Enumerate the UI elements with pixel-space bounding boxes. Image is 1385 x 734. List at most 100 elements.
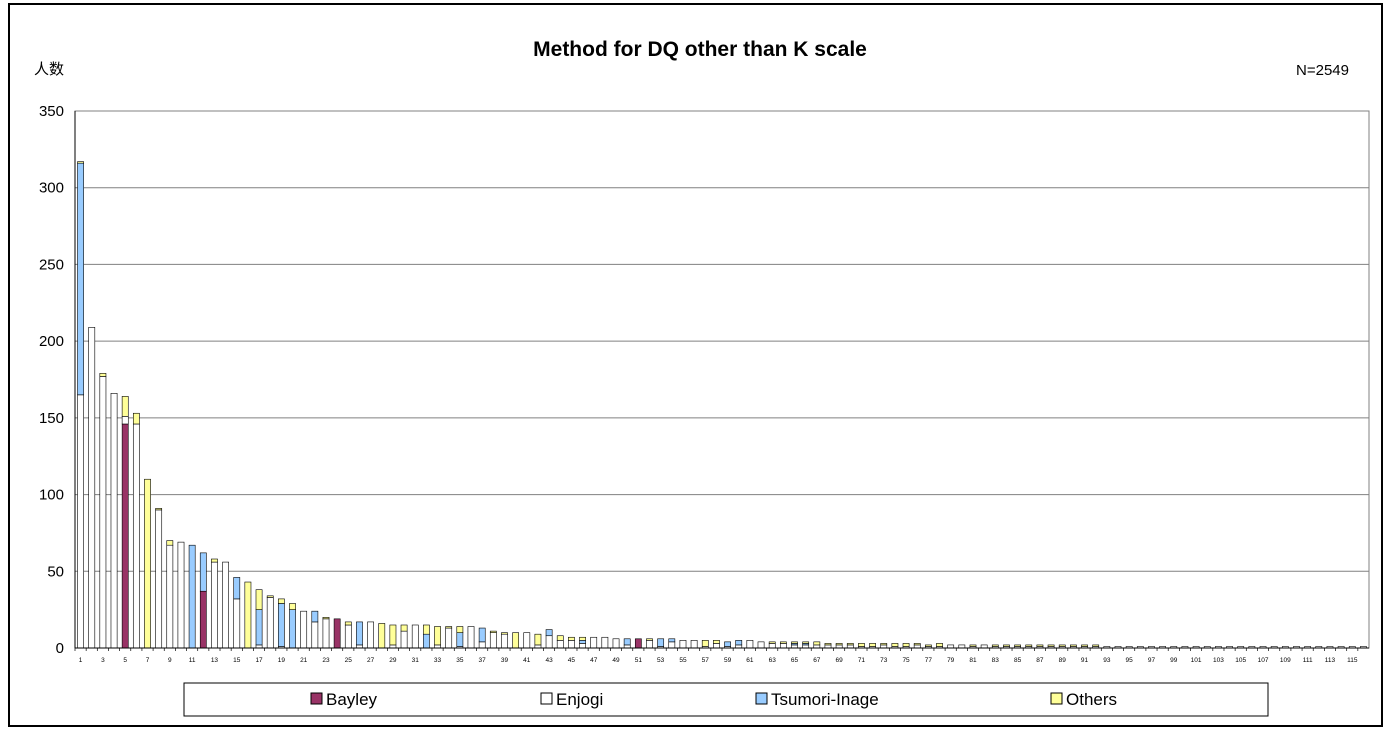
- bar-segment-enjogi: [233, 598, 241, 649]
- bar-segment-tsumori-inage: [311, 610, 319, 623]
- bar-segment-others: [880, 643, 888, 646]
- bar-segment-enjogi: [166, 544, 174, 649]
- x-tick-label: 89: [1059, 657, 1067, 664]
- bar-segment-others: [378, 623, 386, 649]
- x-tick-label: 65: [791, 657, 799, 664]
- x-tick-label: 81: [969, 657, 977, 664]
- bar-segment-enjogi: [545, 635, 553, 649]
- bar-segment-tsumori-inage: [423, 633, 430, 649]
- bar-segment-enjogi: [222, 561, 229, 649]
- x-tick-label: 51: [635, 657, 643, 664]
- x-tick-label: 43: [545, 657, 553, 664]
- bar-segment-enjogi: [400, 630, 408, 649]
- bar-segment-others: [1025, 644, 1033, 647]
- x-tick-label: 13: [211, 657, 219, 664]
- x-tick-label: 35: [456, 657, 464, 664]
- bar-segment-others: [255, 589, 263, 610]
- x-tick-label: 29: [389, 657, 397, 664]
- bar-segment-others: [858, 643, 865, 647]
- bar-segment-tsumori-inage: [657, 638, 665, 647]
- bar-segment-others: [445, 626, 453, 629]
- bar-segment-others: [802, 641, 810, 644]
- x-tick-label: 109: [1280, 657, 1291, 664]
- y-tick-label: 50: [47, 563, 64, 580]
- legend-label: Tsumori-Inage: [771, 690, 879, 709]
- bar-segment-bayley: [634, 638, 642, 649]
- x-tick-label: 115: [1347, 657, 1358, 664]
- x-tick-label: 73: [880, 657, 888, 664]
- x-tick-label: 105: [1235, 657, 1246, 664]
- bar-segment-bayley: [333, 618, 341, 649]
- bar-segment-others: [266, 595, 274, 598]
- bar-segment-others: [211, 558, 218, 563]
- bar-segment-others: [891, 643, 899, 647]
- x-tick-label: 49: [612, 657, 620, 664]
- legend-swatch: [310, 692, 323, 705]
- bar-segment-others: [155, 508, 163, 511]
- bar-segment-others: [456, 626, 464, 633]
- bar-segment-enjogi: [590, 636, 598, 649]
- bar-segment-others: [434, 626, 441, 646]
- bar-segment-others: [846, 643, 854, 646]
- chart-title: Method for DQ other than K scale: [533, 38, 867, 61]
- bar-segment-others: [791, 641, 798, 644]
- bar-segment-enjogi: [779, 643, 787, 649]
- x-tick-label: 91: [1081, 657, 1089, 664]
- bar-segment-others: [489, 630, 497, 633]
- bar-segment-others: [1058, 644, 1066, 647]
- y-tick-label: 350: [39, 103, 64, 120]
- legend-item-bayley: Bayley: [310, 690, 378, 709]
- y-tick-label: 250: [39, 256, 64, 273]
- bar-segment-enjogi: [99, 376, 107, 649]
- bar-segment-others: [579, 636, 586, 641]
- bar-segment-tsumori-inage: [735, 640, 743, 646]
- plot-area: [74, 110, 1370, 649]
- bar-segment-enjogi: [601, 636, 609, 649]
- bar-segment-enjogi: [266, 597, 274, 649]
- x-tick-label: 79: [947, 657, 955, 664]
- y-tick-label: 0: [56, 640, 64, 657]
- legend-label: Others: [1066, 690, 1117, 709]
- bar-segment-others: [991, 644, 999, 647]
- bar-segment-others: [144, 478, 151, 649]
- bar-segment-enjogi: [690, 640, 698, 649]
- bar-segment-others: [969, 644, 977, 647]
- legend-label: Bayley: [326, 690, 378, 709]
- bar-segment-tsumori-inage: [188, 544, 196, 649]
- bar-segment-others: [244, 581, 252, 649]
- x-tick-label: 3: [101, 657, 105, 664]
- bar-segment-others: [556, 635, 564, 641]
- x-tick-label: 63: [769, 657, 777, 664]
- x-tick-label: 67: [813, 657, 821, 664]
- bar-segment-tsumori-inage: [478, 627, 486, 643]
- bar-segment-others: [568, 636, 575, 641]
- x-tick-label: 7: [146, 657, 150, 664]
- bar-segment-enjogi: [768, 643, 776, 649]
- bar-segment-others: [1036, 644, 1044, 647]
- bar-segment-enjogi: [177, 541, 185, 649]
- bar-segment-enjogi: [579, 643, 586, 649]
- bar-segment-enjogi: [713, 643, 720, 649]
- bar-segment-tsumori-inage: [289, 609, 296, 649]
- bar-segment-others: [277, 598, 285, 604]
- x-tick-label: 15: [233, 657, 241, 664]
- bar-segment-others: [1047, 644, 1055, 647]
- x-tick-label: 33: [434, 657, 442, 664]
- bar-segment-enjogi: [322, 618, 330, 649]
- bar-segment-enjogi: [612, 638, 620, 649]
- x-tick-label: 77: [925, 657, 933, 664]
- bar-segment-others: [77, 161, 84, 164]
- legend-label: Enjogi: [556, 690, 603, 709]
- bar-segment-enjogi: [77, 394, 84, 649]
- legend-box: [183, 682, 1269, 717]
- y-tick-label: 150: [39, 410, 64, 427]
- x-tick-label: 97: [1148, 657, 1156, 664]
- bar-segment-tsumori-inage: [255, 609, 263, 646]
- bar-segment-enjogi: [501, 633, 508, 649]
- bar-segment-others: [1070, 644, 1077, 647]
- bar-segment-enjogi: [132, 423, 140, 649]
- x-tick-label: 25: [345, 657, 353, 664]
- x-tick-label: 23: [322, 657, 330, 664]
